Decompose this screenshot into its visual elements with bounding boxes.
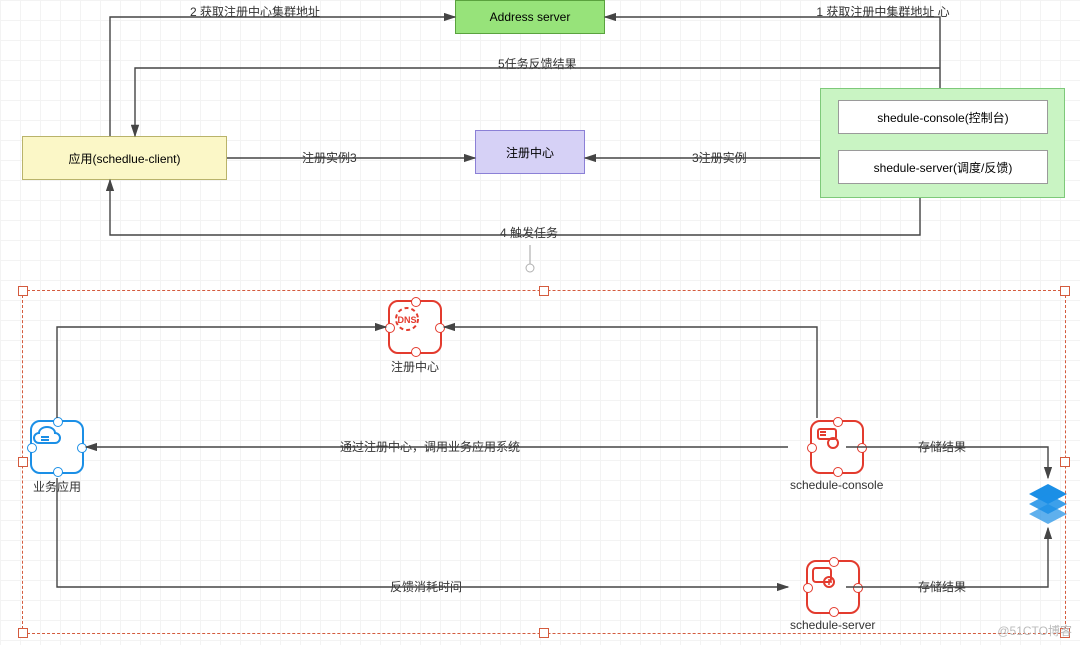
edge-label: 注册实例3 — [302, 149, 357, 166]
node-registry: 注册中心 — [475, 130, 585, 174]
node-schedule-client: 应用(schedlue-client) — [22, 136, 227, 180]
selection-outline — [22, 290, 1066, 634]
edge-label: 3注册实例 — [692, 149, 747, 166]
node-label: 注册中心 — [506, 144, 554, 161]
edge-label: 5任务反馈结果 — [498, 55, 577, 72]
node-schedule-server: shedule-server(调度/反馈) — [838, 150, 1048, 184]
selection-handle[interactable] — [539, 628, 549, 638]
watermark: @51CTO博客 — [997, 622, 1072, 639]
selection-handle[interactable] — [18, 457, 28, 467]
node-address-server: Address server — [455, 0, 605, 34]
edge-label: 1 获取注册中集群地址 心 — [808, 3, 958, 20]
selection-handle[interactable] — [539, 286, 549, 296]
selection-handle[interactable] — [1060, 457, 1070, 467]
node-schedule-console: shedule-console(控制台) — [838, 100, 1048, 134]
edge-label: 2 获取注册中心集群地址 — [190, 3, 320, 20]
selection-handle[interactable] — [18, 628, 28, 638]
node-label: shedule-console(控制台) — [877, 109, 1008, 126]
node-label: 应用(schedlue-client) — [68, 150, 180, 167]
selection-handle[interactable] — [1060, 286, 1070, 296]
node-label: shedule-server(调度/反馈) — [874, 159, 1013, 176]
node-label: Address server — [490, 10, 571, 24]
selection-handle[interactable] — [18, 286, 28, 296]
edge-label: 4 触发任务 — [500, 224, 558, 241]
